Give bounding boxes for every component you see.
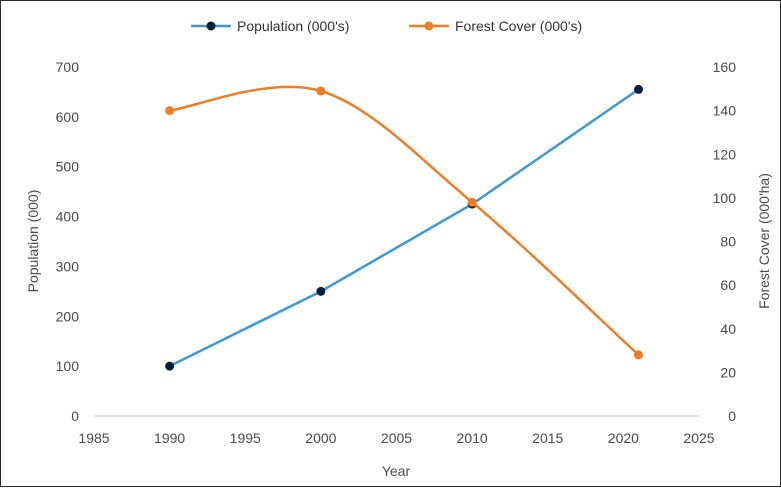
data-point-population	[316, 286, 326, 296]
data-point-forest-cover	[467, 197, 477, 207]
right-y-tick-label: 140	[713, 103, 737, 119]
data-point-population	[634, 84, 643, 94]
series-line-population	[169, 88, 640, 368]
data-point-forest-cover	[165, 106, 175, 116]
x-tick-label: 1985	[78, 430, 109, 446]
data-point-forest-cover	[316, 86, 326, 96]
series-line-forest-cover	[169, 85, 640, 356]
plot-area	[165, 84, 643, 371]
right-y-tick-label: 160	[713, 59, 737, 75]
legend-marker-population	[206, 21, 216, 31]
left-y-tick-label: 600	[56, 109, 80, 125]
x-tick-label: 2005	[381, 430, 412, 446]
legend-label-population: Population (000's)	[237, 18, 349, 34]
left-y-tick-label: 400	[56, 209, 80, 225]
left-y-tick-label: 500	[56, 159, 80, 175]
x-tick-labels: 1985 1990 1995 2000 2005 2010 2015 2020 2025	[78, 430, 714, 446]
left-y-tick-label: 700	[56, 59, 80, 75]
x-tick-label: 2015	[532, 430, 563, 446]
x-tick-label: 2000	[305, 430, 336, 446]
legend-label-forest-cover: Forest Cover (000's)	[455, 18, 582, 34]
left-y-tick-label: 200	[56, 308, 80, 324]
left-y-axis-title: Population (000)	[25, 190, 41, 293]
right-y-tick-label: 0	[728, 408, 736, 424]
x-tick-label: 1995	[230, 430, 261, 446]
left-y-tick-label: 100	[56, 358, 80, 374]
legend: Population (000's) Forest Cover (000's)	[191, 18, 582, 34]
right-y-tick-label: 120	[713, 146, 737, 162]
x-tick-label: 2020	[608, 430, 639, 446]
right-y-tick-label: 60	[720, 277, 736, 293]
x-tick-label: 2025	[683, 430, 714, 446]
left-y-tick-labels: 0 100 200 300 400 500 600 700	[56, 59, 80, 424]
data-point-forest-cover	[634, 350, 643, 360]
x-tick-label: 1990	[154, 430, 185, 446]
data-point-population	[165, 361, 175, 371]
right-y-tick-label: 80	[720, 234, 736, 250]
legend-marker-forest-cover	[424, 21, 434, 31]
left-y-tick-label: 300	[56, 258, 80, 274]
right-y-tick-label: 40	[720, 321, 736, 337]
x-axis-title: Year	[382, 463, 411, 479]
right-y-tick-labels: 0 20 40 60 80 100 120 140 160	[713, 59, 737, 424]
x-tick-label: 2010	[457, 430, 488, 446]
right-y-tick-label: 100	[713, 190, 737, 206]
right-y-tick-label: 20	[720, 364, 736, 380]
right-y-axis-title: Forest Cover (000'ha)	[756, 173, 772, 309]
left-y-tick-label: 0	[71, 408, 79, 424]
